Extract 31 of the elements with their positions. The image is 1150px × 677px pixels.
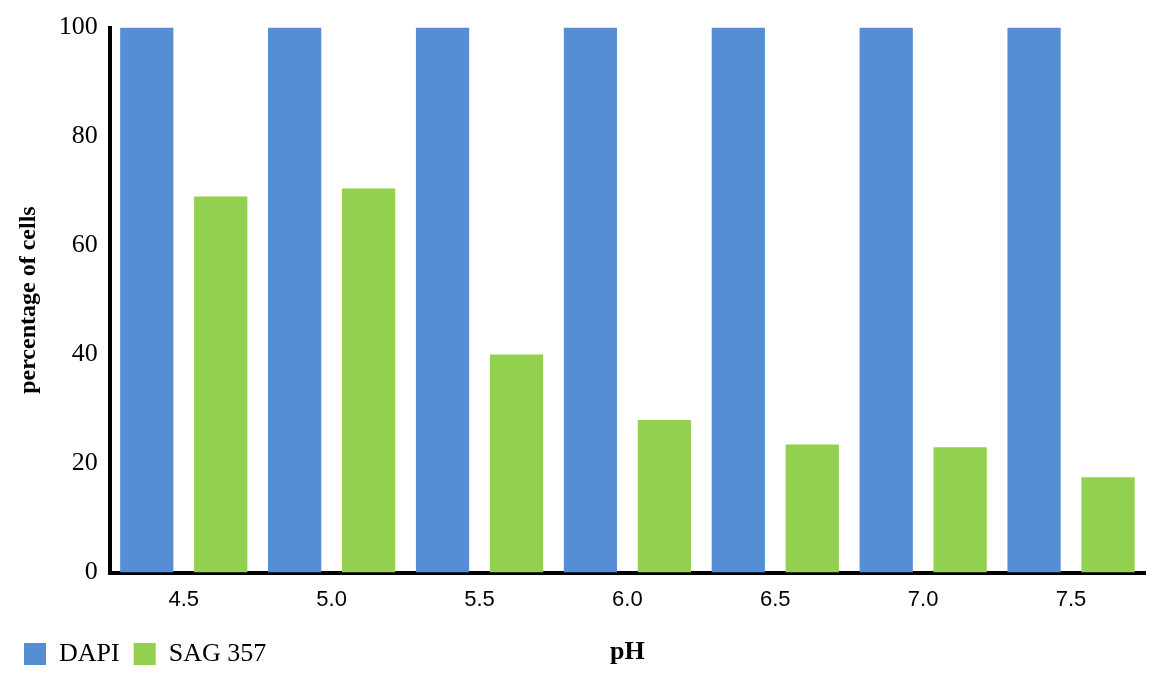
bar	[268, 27, 322, 573]
x-tick-label: 7.0	[907, 585, 939, 611]
x-tick-label: 5.0	[316, 585, 347, 611]
bar	[489, 354, 544, 573]
y-tick-label: 0	[84, 556, 98, 586]
legend-label: SAG 357	[168, 637, 267, 667]
bar	[933, 447, 987, 573]
y-tick-label: 80	[71, 120, 98, 150]
x-tick-label: 7.5	[1055, 585, 1087, 611]
bar	[1081, 477, 1135, 573]
bar	[785, 444, 839, 573]
bar	[415, 27, 470, 573]
legend-label: DAPI	[59, 637, 120, 667]
bar	[120, 27, 174, 573]
x-tick-label: 6.5	[759, 585, 791, 611]
y-tick-label: 40	[71, 338, 98, 368]
y-axis-title: percentage of cells	[13, 206, 40, 394]
bar	[563, 27, 618, 573]
bar	[341, 188, 396, 573]
bar	[711, 27, 765, 573]
x-tick-label: 4.5	[168, 585, 200, 611]
x-tick-label: 6.0	[612, 585, 643, 611]
bar	[1007, 27, 1061, 573]
x-tick-label: 5.5	[464, 585, 495, 611]
y-tick-label: 60	[71, 229, 98, 259]
bar	[194, 196, 248, 573]
y-tick-label: 100	[58, 11, 98, 41]
bar	[859, 27, 913, 573]
x-axis-title: pH	[610, 636, 645, 666]
y-tick-label: 20	[71, 447, 98, 477]
bar	[637, 420, 691, 573]
